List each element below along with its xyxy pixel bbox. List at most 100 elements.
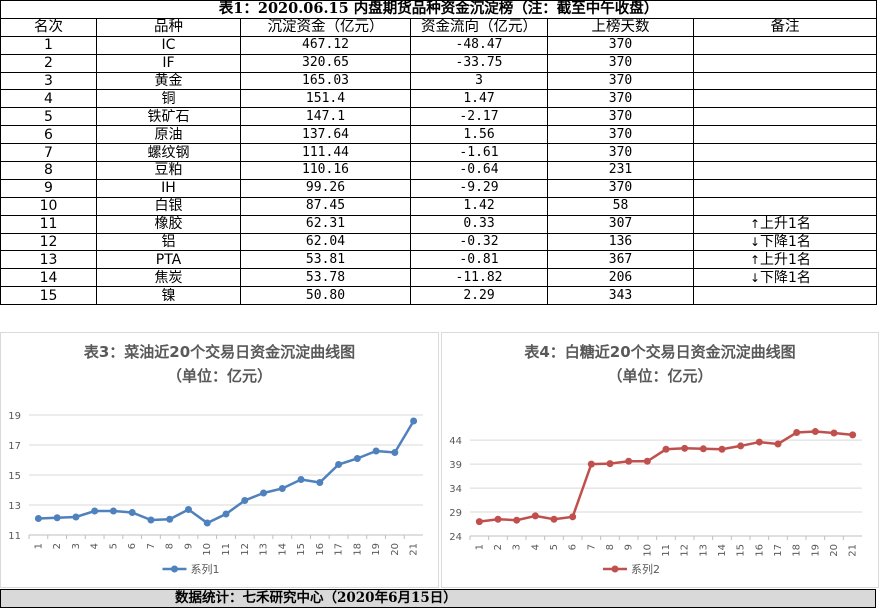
data-point: [53, 514, 61, 522]
note-cell: ↓下降1名: [692, 232, 878, 252]
x-tick-label: 1: [33, 543, 44, 549]
arrow-up-icon: ↑: [750, 217, 761, 232]
flow-cell: 1.56: [410, 125, 548, 145]
x-tick-label: 5: [549, 544, 560, 550]
data-point: [372, 447, 380, 455]
data-point: [849, 431, 857, 439]
note-cell: [692, 35, 878, 55]
data-point: [128, 509, 136, 516]
x-tick-label: 5: [108, 543, 119, 549]
rapeseed-oil-chart-panel: 表3：菜油近20个交易日资金沉淀曲线图 （单位：亿元） 11 13 15 17 19 1 2 3 4…: [0, 332, 439, 588]
data-point: [335, 461, 343, 468]
legend-label: 系列2: [631, 562, 660, 576]
table-row: 3 黄金 165.03 3 370: [0, 71, 878, 91]
x-tick-label: 3: [71, 543, 82, 549]
rank-change-label: 上升1名: [760, 251, 811, 268]
chart-subtitle: （单位：亿元）: [167, 367, 272, 385]
y-tick-label: 15: [8, 471, 21, 482]
note-cell: [692, 143, 878, 163]
fund-cell: 62.31: [240, 214, 411, 234]
rank-cell: 12: [0, 232, 97, 252]
data-point: [569, 513, 577, 521]
data-point: [550, 515, 558, 523]
flow-cell: 0.33: [410, 214, 548, 234]
note-cell: [692, 178, 878, 198]
data-point: [662, 445, 670, 453]
note-cell: [692, 53, 878, 73]
data-point: [410, 417, 418, 425]
rank-cell: 1: [0, 35, 97, 55]
table-row: 14 焦炭 53.78 -11.82 206 ↓下降1名: [0, 268, 878, 288]
x-tick-label: 7: [586, 544, 597, 550]
header-fund: 沉淀资金（亿元）: [240, 17, 411, 37]
days-cell: 231: [547, 161, 694, 180]
flow-cell: -48.47: [410, 35, 548, 55]
data-point: [260, 489, 268, 497]
name-cell: 螺纹钢: [96, 143, 241, 163]
name-cell: 镍: [96, 286, 241, 306]
data-point: [353, 455, 361, 462]
x-tick-label: 16: [754, 544, 765, 557]
x-tick-label: 15: [736, 544, 747, 557]
y-tick-label: 24: [449, 532, 462, 543]
days-cell: 370: [547, 35, 694, 55]
legend-marker: [611, 565, 619, 573]
x-tick-label: 8: [605, 544, 616, 550]
x-tick-label: 14: [277, 543, 288, 556]
x-tick-label: 9: [183, 543, 194, 549]
header-name: 品种: [96, 17, 241, 37]
data-point: [184, 506, 192, 513]
note-cell: [692, 196, 878, 216]
data-point: [316, 479, 324, 486]
x-tick-label: 21: [848, 544, 859, 557]
white-sugar-chart-panel: 表4：白糖近20个交易日资金沉淀曲线图 （单位：亿元） 24 29 34 39 44 1 2 3 4…: [441, 332, 879, 588]
source-footer: 数据统计：七禾研究中心（2020年6月15日）: [0, 589, 876, 608]
legend-marker: [171, 565, 178, 573]
arrow-up-icon: ↑: [750, 252, 761, 267]
flow-cell: 3: [410, 71, 548, 91]
x-tick-label: 11: [661, 544, 672, 557]
arrow-down-icon: ↓: [750, 270, 761, 285]
header-rank: 名次: [0, 17, 97, 37]
x-tick-label: 20: [829, 544, 840, 557]
rank-cell: 14: [0, 268, 97, 288]
days-cell: 370: [547, 89, 694, 109]
x-tick-label: 13: [698, 544, 709, 557]
name-cell: PTA: [96, 250, 241, 270]
name-cell: 白银: [96, 196, 241, 216]
rank-cell: 4: [0, 89, 97, 109]
rank-cell: 15: [0, 286, 97, 306]
fund-cell: 467.12: [240, 35, 411, 55]
name-cell: IH: [96, 178, 241, 198]
days-cell: 58: [547, 196, 694, 216]
days-cell: 370: [547, 143, 694, 163]
note-cell: [692, 125, 878, 145]
table-row: 9 IH 99.26 -9.29 370: [0, 178, 878, 198]
rank-change-label: 下降1名: [760, 234, 811, 251]
rank-cell: 8: [0, 161, 97, 180]
rank-cell: 9: [0, 178, 97, 198]
data-point: [147, 516, 155, 524]
x-tick-label: 15: [296, 543, 307, 556]
fund-cell: 320.65: [240, 53, 411, 73]
fund-cell: 50.80: [240, 286, 411, 306]
x-tick-label: 6: [568, 544, 579, 550]
table-row: 11 橡胶 62.31 0.33 307 ↑上升1名: [0, 214, 878, 234]
days-cell: 370: [547, 125, 694, 145]
rank-cell: 13: [0, 250, 97, 270]
x-tick-label: 11: [221, 543, 232, 556]
data-point: [625, 457, 633, 465]
table-body: 1 IC 467.12 -48.47 370 2 IF 320.65 -33.75 370 3 黄金 1…: [0, 35, 878, 306]
data-point: [391, 449, 399, 456]
table-row: 13 PTA 53.81 -0.81 367 ↑上升1名: [0, 250, 878, 270]
x-tick-label: 1: [474, 544, 485, 550]
data-point: [755, 438, 763, 446]
data-point: [793, 429, 801, 436]
table-row: 15 镍 50.80 2.29 343: [0, 286, 878, 306]
series-line: [479, 430, 853, 523]
name-cell: 铝: [96, 232, 241, 252]
flow-cell: -1.61: [410, 143, 548, 163]
data-point: [830, 429, 838, 437]
note-cell: [692, 161, 878, 180]
